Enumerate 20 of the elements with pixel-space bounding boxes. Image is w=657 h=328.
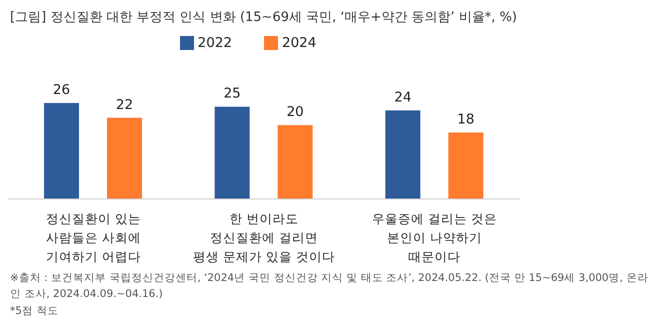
chart-title: [그림] 정신질환 대한 부정적 인식 변화 (15~69세 국민, ‘매우+약간 동의함’ 비율*, %): [10, 9, 517, 26]
bar: [214, 106, 250, 199]
data-label: 26: [52, 82, 70, 98]
text: ※출처 : 보건복지부 국립정신건강센터, ‘2024년 국민 정신건강 지식 및 태도 조사’, 2024.05.22. (전국 만 15~69세 3,000명, 온라인 조사, 2024.04.09.~04.16.): [10, 271, 650, 302]
legend-label: 2022: [198, 35, 232, 51]
x-tick-label: 한 번이라도 정신질환에 걸리면 평생 문제가 있을 것이다: [193, 211, 335, 264]
legend-label: 2024: [282, 35, 316, 51]
bar: [385, 110, 420, 199]
bar: [448, 132, 484, 199]
bar: [278, 125, 313, 199]
data-label: 20: [286, 104, 304, 120]
data-label: 24: [394, 89, 412, 106]
bar: [107, 118, 142, 199]
data-label: 25: [224, 86, 241, 102]
data-label: 22: [116, 96, 134, 113]
x-tick-label: 정신질환이 있는 사람들은 사회에 기여하기 어렵다: [46, 211, 141, 264]
bar: [44, 103, 79, 199]
data-label: 18: [457, 112, 474, 128]
text: *5점 척도: [10, 304, 60, 319]
x-tick-label: 우울증에 걸리는 것은 본인이 나약하기 때문이다: [372, 211, 498, 264]
